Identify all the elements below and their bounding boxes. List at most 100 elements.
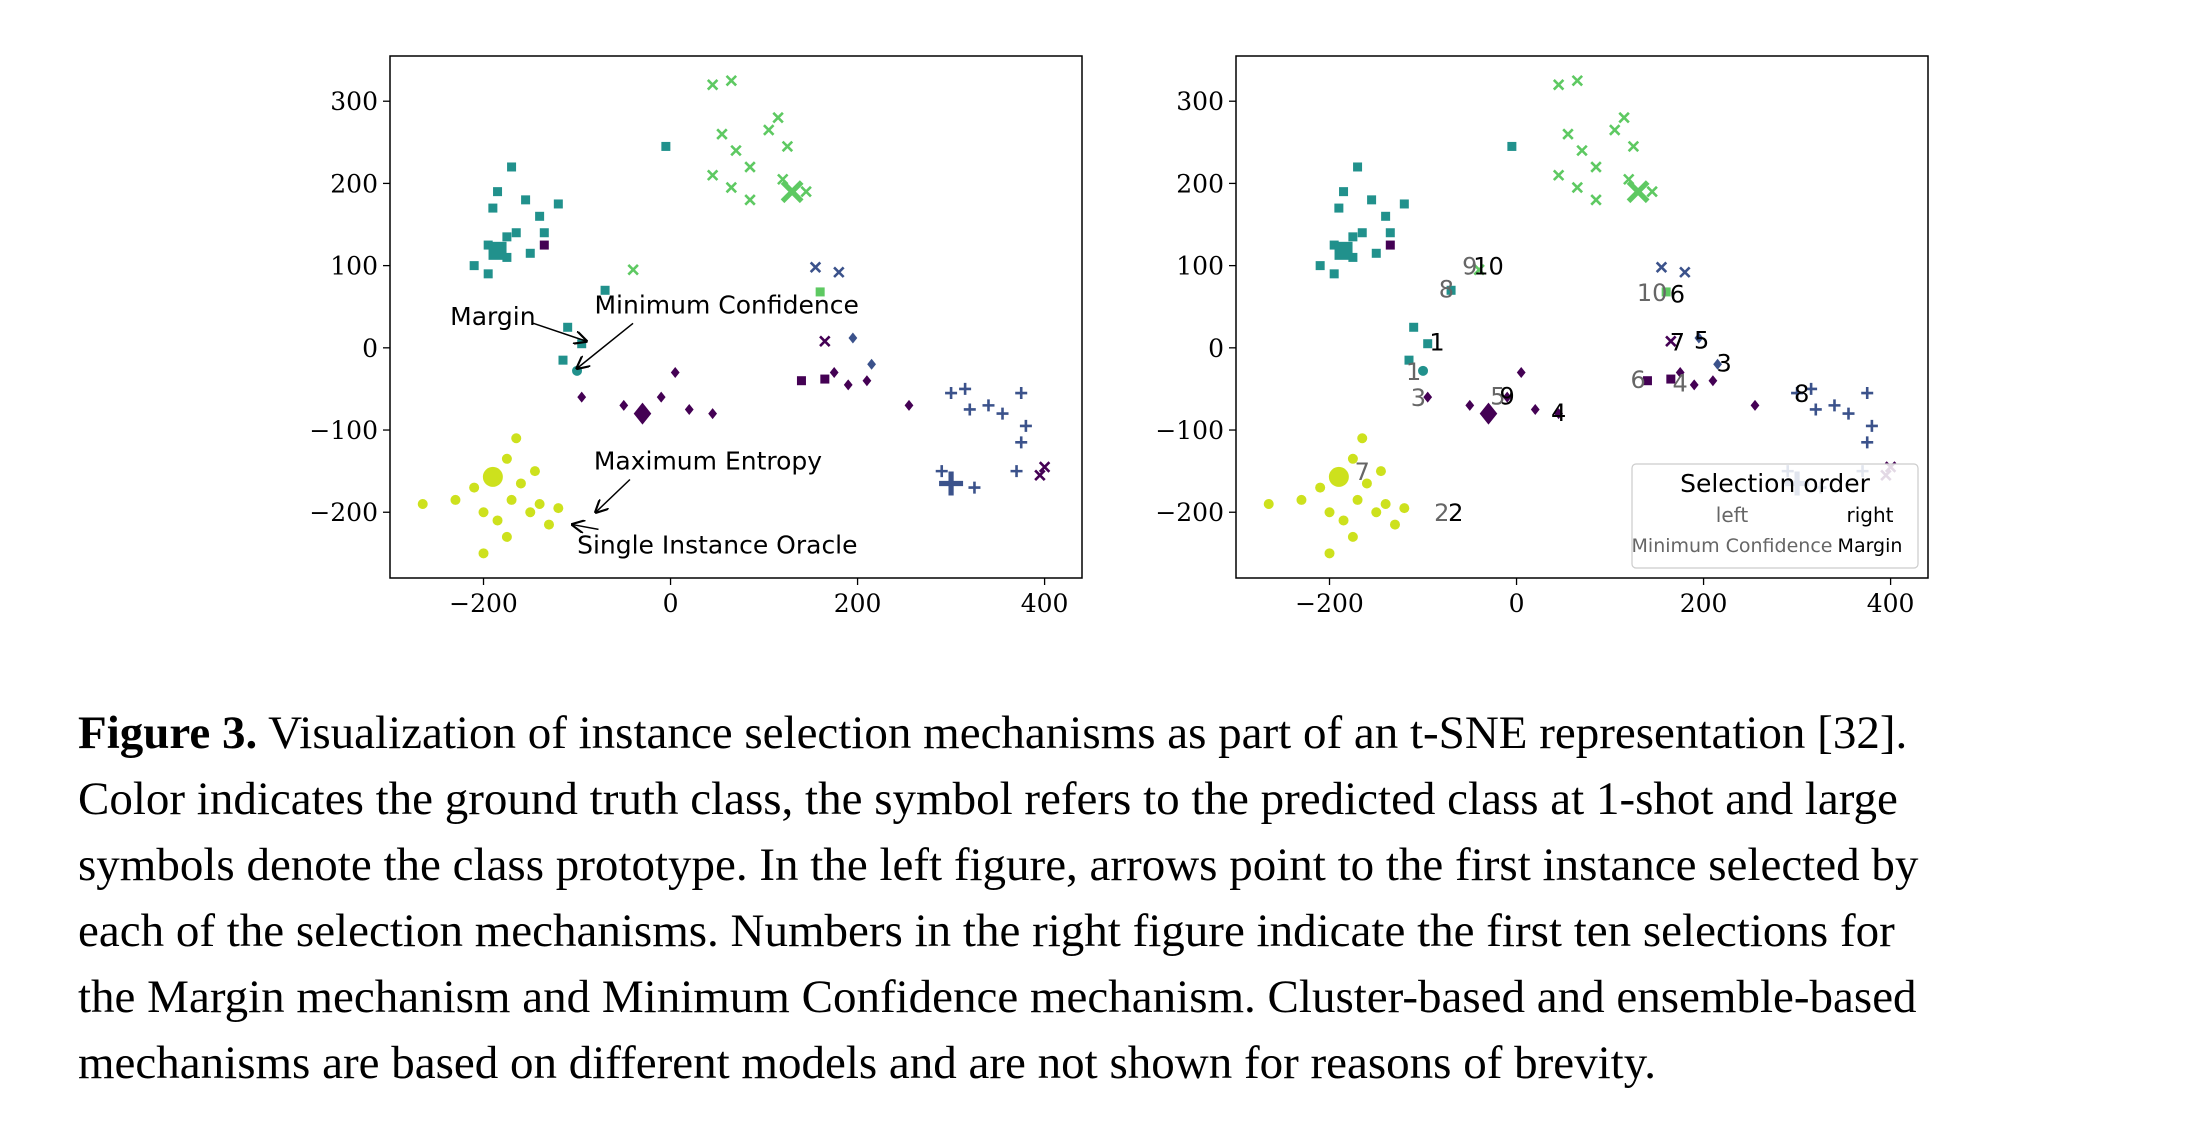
- legend-title: Selection order: [1680, 469, 1871, 498]
- selection-number-right: 7: [1670, 328, 1685, 356]
- left-data-point: [706, 79, 719, 91]
- legend-entry: Margin: [1838, 535, 1903, 557]
- left-prototype-point: [488, 241, 507, 260]
- left-data-point: [501, 531, 512, 542]
- left-data-point: [534, 499, 545, 510]
- right-data-point: [1689, 379, 1699, 391]
- right-data-point: [1371, 507, 1382, 518]
- right-data-point: [1409, 322, 1419, 332]
- right-data-point: [1507, 141, 1517, 151]
- right-data-point: [1404, 355, 1414, 365]
- right-data-point: [1334, 203, 1344, 213]
- right-data-point: [1389, 519, 1400, 530]
- right-prototype-point: [1626, 180, 1650, 204]
- legend-frame: [1631, 463, 1919, 569]
- right-data-point: [1381, 211, 1391, 221]
- left-data-point: [819, 335, 831, 347]
- right-data-point: [1708, 375, 1718, 387]
- left-data-point: [670, 366, 680, 378]
- right-axes-frame: [1235, 55, 1929, 579]
- right-ytick-label: 200: [1176, 169, 1224, 198]
- right-prototype-point: [1479, 402, 1498, 425]
- right-data-point: [1347, 453, 1358, 464]
- left-data-point: [469, 482, 480, 493]
- left-data-point: [716, 128, 728, 140]
- right-data-point: [1828, 399, 1841, 412]
- left-data-point: [996, 407, 1009, 420]
- right-data-point: [1263, 499, 1274, 510]
- legend-entry: Minimum Confidence: [1632, 535, 1833, 557]
- left-ytick-label: −200: [309, 498, 378, 527]
- left-data-point: [730, 144, 742, 157]
- left-data-point: [1034, 469, 1046, 481]
- legend-column-header: left: [1716, 503, 1749, 527]
- left-data-point: [417, 499, 428, 510]
- selection-number-left: 7: [1355, 458, 1370, 486]
- left-data-point: [478, 507, 489, 518]
- right-data-point: [1339, 187, 1349, 197]
- left-data-point: [469, 261, 479, 271]
- right-prototype-point: [1328, 466, 1349, 487]
- right-ytick-label: 300: [1176, 87, 1224, 116]
- left-data-point: [493, 187, 503, 197]
- left-ytick-label: 300: [330, 87, 378, 116]
- left-data-point: [539, 228, 549, 238]
- right-data-point: [1809, 403, 1822, 416]
- caption-label: Figure 3.: [78, 707, 258, 759]
- right-data-point: [1675, 366, 1685, 378]
- right-data-point: [1865, 419, 1878, 432]
- left-data-point: [708, 408, 718, 420]
- right-data-point: [1329, 240, 1339, 250]
- left-data-point: [684, 403, 694, 415]
- left-data-point: [478, 548, 489, 559]
- right-data-point: [1861, 436, 1874, 449]
- left-data-point: [515, 478, 526, 489]
- right-data-point: [1842, 407, 1855, 420]
- left-ytick-label: −100: [309, 416, 378, 445]
- right-data-point: [1348, 232, 1358, 242]
- left-data-point: [656, 391, 666, 403]
- left-data-point: [521, 195, 531, 205]
- left-prototype-point: [633, 402, 652, 425]
- annotation-label: Margin: [450, 302, 535, 331]
- left-data-point: [725, 181, 738, 194]
- caption-line-1: Figure 3. Visualization of instance sele…: [78, 700, 2168, 766]
- right-data-point: [1361, 478, 1372, 489]
- right-xtick-label: 200: [1680, 589, 1728, 618]
- selection-number-right: 5: [1694, 327, 1709, 355]
- right-ytick-label: −100: [1155, 416, 1224, 445]
- right-prototype-point: [1334, 241, 1353, 260]
- left-data-point: [511, 228, 521, 238]
- left-data-point: [488, 203, 498, 213]
- right-data-point: [1347, 531, 1358, 542]
- caption-line-4: each of the selection mechanisms. Number…: [78, 905, 1895, 957]
- right-data-point: [1805, 382, 1818, 395]
- left-data-point: [661, 141, 671, 151]
- left-data-point: [553, 199, 563, 209]
- right-scatter-panel: −200 0 200 4003002001000−100−20012345678910…: [1155, 55, 1929, 618]
- caption-line-5: the Margin mechanism and Minimum Confide…: [78, 971, 1917, 1023]
- left-data-point: [829, 366, 839, 378]
- selection-number-right: 1: [1429, 328, 1444, 356]
- left-data-point: [627, 264, 639, 276]
- selection-number-right: 8: [1794, 380, 1809, 408]
- selection-number-right: 2: [1448, 499, 1463, 527]
- left-data-point: [553, 503, 564, 514]
- right-data-point: [1399, 199, 1409, 209]
- selection-number-right: 4: [1551, 399, 1566, 427]
- left-data-point: [577, 391, 587, 403]
- right-data-point: [1315, 482, 1326, 493]
- arrow-annotation-icon: [596, 478, 631, 512]
- right-data-point: [1296, 494, 1307, 505]
- right-data-point: [1338, 515, 1349, 526]
- right-data-point: [1552, 79, 1565, 91]
- left-data-point: [1015, 436, 1028, 449]
- right-data-point: [1646, 185, 1658, 198]
- right-data-point: [1353, 162, 1363, 172]
- selection-number-left: 5: [1490, 383, 1505, 411]
- left-data-point: [706, 169, 719, 181]
- left-ytick-label: 0: [362, 334, 378, 363]
- right-data-point: [1666, 374, 1676, 384]
- left-data-point: [763, 124, 775, 136]
- arrow-annotation-icon: [531, 322, 587, 341]
